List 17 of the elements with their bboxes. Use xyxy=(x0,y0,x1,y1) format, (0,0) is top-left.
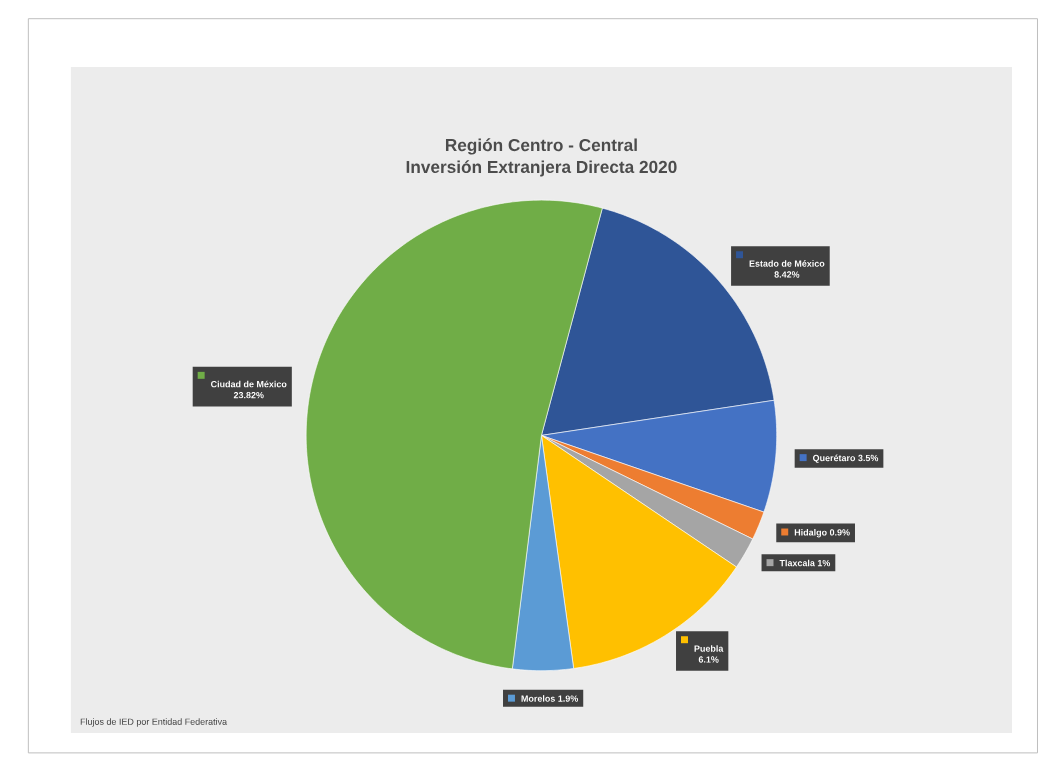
legend-label: Querétaro xyxy=(812,454,856,463)
data-label: 3.5% xyxy=(858,454,879,462)
slice-label: Ciudad de México xyxy=(211,380,287,388)
chart-title: Región Centro - Central xyxy=(445,138,637,155)
slice-label: Estado de México xyxy=(749,260,825,267)
data-label: 1% xyxy=(817,559,831,567)
legend-label: Tlaxcala xyxy=(779,559,815,567)
text: Flujos de IED por Entidad Federativa xyxy=(80,718,228,727)
legend-label: Hidalgo xyxy=(794,529,827,538)
chart-subtitle: Inversión Extranjera Directa 2020 xyxy=(406,160,677,177)
slice-label: Puebla xyxy=(694,645,724,652)
data-label: 1.9% xyxy=(558,695,579,702)
data-label: 8.42% xyxy=(774,271,800,278)
legend-label: Morelos xyxy=(521,695,555,702)
data-label: 0.9% xyxy=(829,529,850,536)
data-label: 6.1% xyxy=(698,656,719,663)
data-label: 23.82% xyxy=(233,391,264,399)
